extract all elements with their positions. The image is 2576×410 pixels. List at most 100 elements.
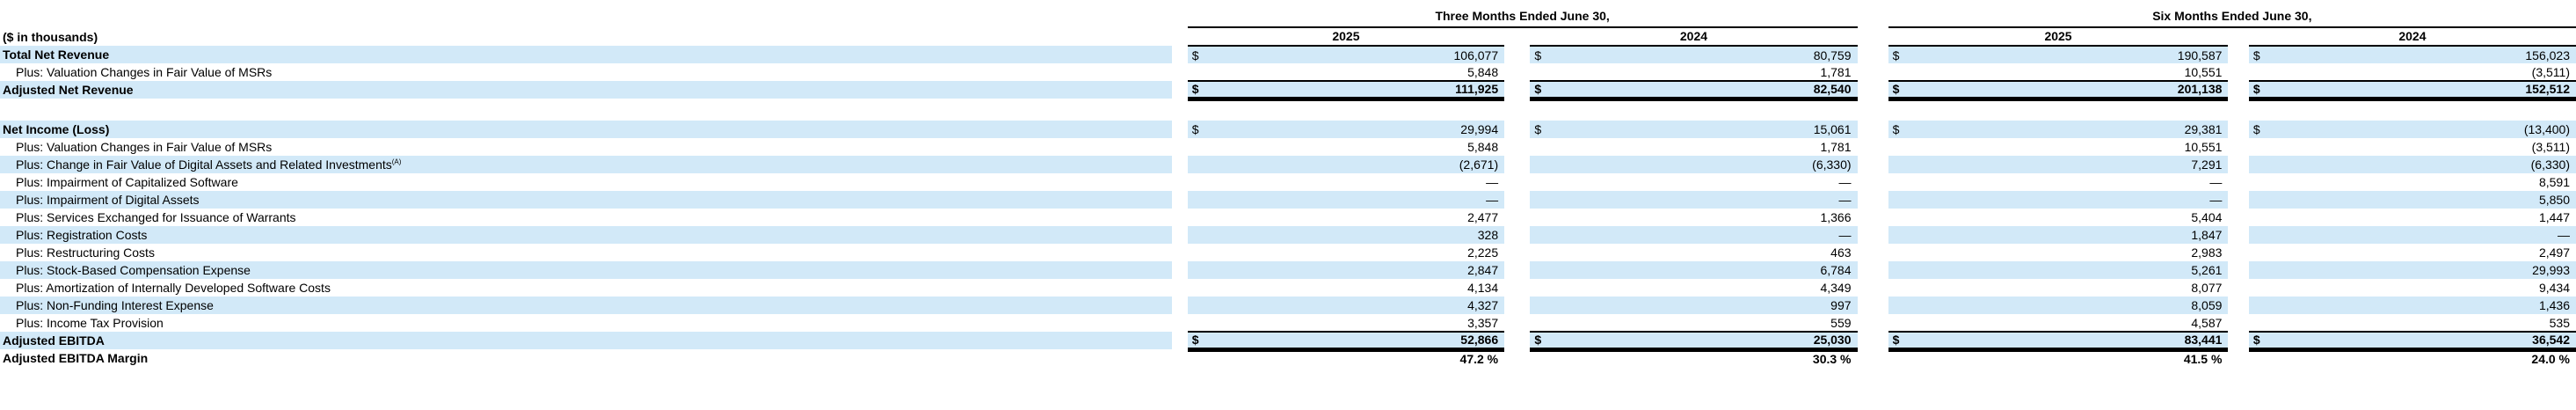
column-gap xyxy=(2228,191,2249,209)
column-gap xyxy=(1857,191,1888,209)
dollar-sign xyxy=(1188,349,1232,367)
value-cell: — xyxy=(1574,191,1858,209)
value-cell: 80,759 xyxy=(1574,46,1858,63)
table-row: Plus: Non-Funding Interest Expense 4,327 9… xyxy=(0,297,2576,314)
column-gap xyxy=(1504,261,1531,279)
dollar-sign xyxy=(2249,209,2293,226)
column-gap xyxy=(1172,261,1188,279)
value-cell: — xyxy=(1231,191,1505,209)
column-gap xyxy=(1504,209,1531,226)
value-cell: 2,477 xyxy=(1467,210,1499,224)
column-gap xyxy=(1857,27,1888,46)
value-cell: 4,134 xyxy=(1467,281,1499,295)
table-row: Plus: Services Exchanged for Issuance of… xyxy=(0,209,2576,226)
column-gap xyxy=(2228,121,2249,138)
value-cell: (2,671) xyxy=(1231,156,1505,173)
column-gap xyxy=(1857,261,1888,279)
value-cell: 6,784 xyxy=(1574,261,1858,279)
dollar-sign xyxy=(2248,226,2293,244)
dollar-sign xyxy=(1530,314,1574,332)
dollar-sign xyxy=(1888,297,1932,314)
table-row: Plus: Amortization of Internally Develop… xyxy=(0,279,2576,297)
column-gap xyxy=(1172,121,1188,138)
value-cell: 29,994 xyxy=(1231,121,1505,138)
dollar-sign xyxy=(1530,226,1575,244)
column-gap xyxy=(2228,349,2249,367)
column-gap xyxy=(1504,226,1531,244)
column-gap xyxy=(2228,244,2249,261)
year-header-3m-2025: 2025 xyxy=(1187,27,1505,47)
dollar-sign xyxy=(1530,209,1574,226)
value-cell: 5,848 xyxy=(1467,64,1499,79)
value-cell: 156,023 xyxy=(2292,46,2576,63)
column-gap xyxy=(1172,314,1188,332)
dollar-sign xyxy=(1188,138,1232,156)
table-row: Plus: Income Tax Provision 3,357 559 4,587 5… xyxy=(0,314,2576,332)
column-gap xyxy=(1172,3,1188,27)
column-gap xyxy=(1172,138,1188,156)
dollar-sign xyxy=(1188,209,1232,226)
row-label: Plus: Impairment of Digital Assets xyxy=(0,191,1173,209)
period-group-header-row: Three Months Ended June 30, Six Months E… xyxy=(0,3,2576,28)
value-cell: 25,030 xyxy=(1574,331,1858,352)
value-cell: 106,077 xyxy=(1231,46,1505,63)
column-gap xyxy=(2228,261,2249,279)
column-gap xyxy=(1857,244,1888,261)
value-cell: (13,400) xyxy=(2292,121,2576,138)
value-cell: 2,225 xyxy=(1467,245,1499,260)
column-gap xyxy=(2228,46,2249,63)
value-cell: 559 xyxy=(1830,315,1852,330)
dollar-sign xyxy=(2249,244,2293,261)
column-gap xyxy=(1172,27,1188,46)
column-gap xyxy=(1504,63,1531,81)
dollar-sign: $ xyxy=(1530,121,1575,138)
dollar-sign xyxy=(1888,209,1932,226)
table-row: Plus: Valuation Changes in Fair Value of… xyxy=(0,138,2576,156)
table-row: Adjusted EBITDA $52,866 $25,030 $83,441 $36,… xyxy=(0,331,2576,352)
value-cell: 8,077 xyxy=(2191,281,2223,295)
row-label: Plus: Stock-Based Compensation Expense xyxy=(0,261,1173,279)
value-cell: 83,441 xyxy=(1932,331,2229,352)
column-gap xyxy=(1172,46,1188,63)
row-label: Plus: Valuation Changes in Fair Value of… xyxy=(16,140,273,154)
column-gap xyxy=(1172,156,1188,173)
column-gap xyxy=(1857,209,1888,226)
footnote-marker: (A) xyxy=(391,157,402,166)
table-row: Plus: Impairment of Digital Assets — — — 5,8… xyxy=(0,191,2576,209)
value-cell: — xyxy=(2209,175,2223,189)
column-gap xyxy=(1504,173,1531,191)
value-cell: 2,497 xyxy=(2538,245,2570,260)
dollar-sign xyxy=(1187,156,1232,173)
column-gap xyxy=(2228,226,2249,244)
table-row: Total Net Revenue $106,077 $80,759 $190,587… xyxy=(0,46,2576,63)
value-cell: — xyxy=(1838,175,1852,189)
value-cell: 2,847 xyxy=(1231,261,1505,279)
column-gap xyxy=(1504,314,1531,332)
row-label: Plus: Change in Fair Value of Digital As… xyxy=(0,156,1173,173)
dollar-sign: $ xyxy=(2248,46,2293,63)
value-cell: 152,512 xyxy=(2292,80,2576,101)
group-header-six-months: Six Months Ended June 30, xyxy=(1888,3,2576,28)
row-label: Plus: Income Tax Provision xyxy=(16,316,164,330)
dollar-sign xyxy=(1530,279,1574,297)
column-gap xyxy=(1504,81,1531,99)
dollar-sign: $ xyxy=(1187,46,1232,63)
value-cell: 535 xyxy=(2549,315,2570,330)
column-gap xyxy=(1857,297,1888,314)
value-cell: 1,436 xyxy=(2292,297,2576,314)
value-cell: 10,551 xyxy=(2184,64,2223,79)
row-label: Plus: Amortization of Internally Develop… xyxy=(16,281,331,295)
dollar-sign: $ xyxy=(1187,121,1232,138)
column-gap xyxy=(1857,81,1888,99)
column-gap xyxy=(1172,244,1188,261)
column-gap xyxy=(1504,121,1531,138)
value-cell: 1,847 xyxy=(1932,226,2229,244)
dollar-sign xyxy=(1187,297,1232,314)
value-cell: 1,447 xyxy=(2538,210,2570,224)
table-row: Plus: Restructuring Costs 2,225 463 2,983 2,… xyxy=(0,244,2576,261)
value-cell: 24.0 % xyxy=(2531,352,2570,367)
row-label: Adjusted EBITDA Margin xyxy=(3,351,149,365)
dollar-sign xyxy=(2248,156,2293,173)
dollar-sign: $ xyxy=(1888,331,1932,352)
table-row: Plus: Registration Costs 328 — 1,847 — xyxy=(0,226,2576,244)
